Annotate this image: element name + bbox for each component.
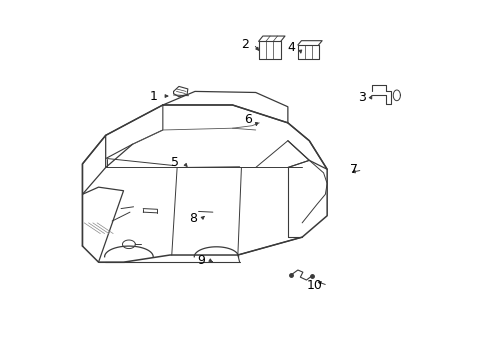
- Text: 5: 5: [171, 156, 179, 169]
- Text: 3: 3: [358, 91, 366, 104]
- Text: 10: 10: [307, 279, 323, 292]
- Text: 6: 6: [245, 113, 252, 126]
- Text: 7: 7: [349, 163, 358, 176]
- Text: 8: 8: [189, 212, 197, 225]
- Text: 4: 4: [287, 41, 295, 54]
- Text: 2: 2: [241, 38, 248, 51]
- Text: 9: 9: [197, 254, 205, 267]
- Text: 1: 1: [149, 90, 157, 103]
